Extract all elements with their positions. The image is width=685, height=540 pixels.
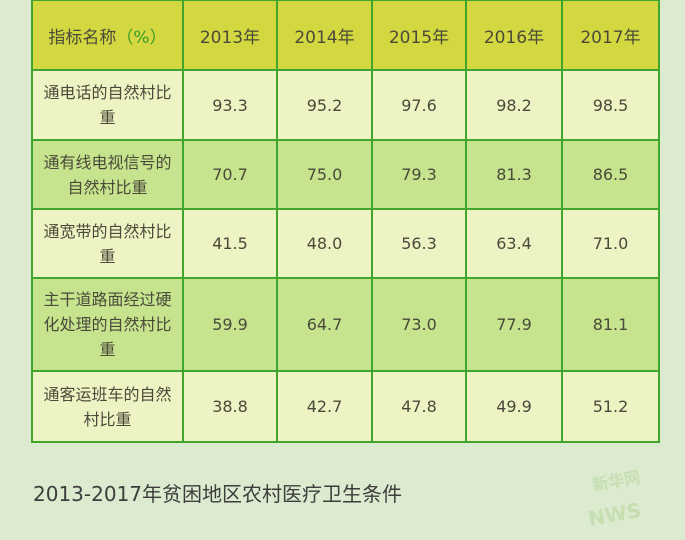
header-year: 2017年	[561, 0, 660, 71]
cell-value: 42.7	[276, 370, 373, 443]
cell-value: 93.3	[182, 69, 278, 141]
cell-value: 47.8	[371, 370, 467, 443]
xinhua-watermark-logo: NWS 新华网	[560, 454, 671, 540]
cell-value: 81.3	[465, 139, 563, 210]
watermark-letters: NWS	[586, 497, 643, 531]
cell-value: 38.8	[182, 370, 278, 443]
caption: 2013-2017年贫困地区农村医疗卫生条件	[33, 482, 403, 506]
cell-value: 49.9	[465, 370, 563, 443]
data-table: 指标名称（%） 2013年 2014年 2015年 2016年 2017年 通电…	[31, 0, 660, 443]
cell-value: 97.6	[371, 69, 467, 141]
row-name: 通客运班车的自然村比重	[31, 370, 184, 443]
cell-value: 63.4	[465, 208, 563, 279]
cell-value: 59.9	[182, 277, 278, 372]
header-indicator-label: 指标名称	[48, 27, 117, 48]
cell-value: 71.0	[561, 208, 660, 279]
row-name: 主干道路面经过硬化处理的自然村比重	[31, 277, 184, 372]
header-row: 指标名称（%） 2013年 2014年 2015年 2016年 2017年	[31, 0, 660, 71]
header-year: 2013年	[182, 0, 278, 71]
header-year: 2016年	[465, 0, 563, 71]
table-row: 通有线电视信号的自然村比重 70.7 75.0 79.3 81.3 86.5	[31, 139, 660, 210]
table-row: 通宽带的自然村比重 41.5 48.0 56.3 63.4 71.0	[31, 208, 660, 279]
cell-value: 56.3	[371, 208, 467, 279]
cell-value: 98.2	[465, 69, 563, 141]
row-name: 通宽带的自然村比重	[31, 208, 184, 279]
header-unit: （%）	[116, 27, 167, 48]
cell-value: 48.0	[276, 208, 373, 279]
table-row: 主干道路面经过硬化处理的自然村比重 59.9 64.7 73.0 77.9 81…	[31, 277, 660, 372]
row-name: 通有线电视信号的自然村比重	[31, 139, 184, 210]
cell-value: 75.0	[276, 139, 373, 210]
table-row: 通客运班车的自然村比重 38.8 42.7 47.8 49.9 51.2	[31, 370, 660, 443]
cell-value: 51.2	[561, 370, 660, 443]
row-name: 通电话的自然村比重	[31, 69, 184, 141]
cell-value: 79.3	[371, 139, 467, 210]
header-year: 2015年	[371, 0, 467, 71]
cell-value: 95.2	[276, 69, 373, 141]
cell-value: 86.5	[561, 139, 660, 210]
cell-value: 98.5	[561, 69, 660, 141]
cell-value: 41.5	[182, 208, 278, 279]
watermark-text: 新华网	[590, 467, 642, 495]
cell-value: 77.9	[465, 277, 563, 372]
cell-value: 70.7	[182, 139, 278, 210]
header-year: 2014年	[276, 0, 373, 71]
header-indicator: 指标名称（%）	[31, 0, 184, 71]
cell-value: 73.0	[371, 277, 467, 372]
cell-value: 64.7	[276, 277, 373, 372]
table-row: 通电话的自然村比重 93.3 95.2 97.6 98.2 98.5	[31, 69, 660, 141]
cell-value: 81.1	[561, 277, 660, 372]
